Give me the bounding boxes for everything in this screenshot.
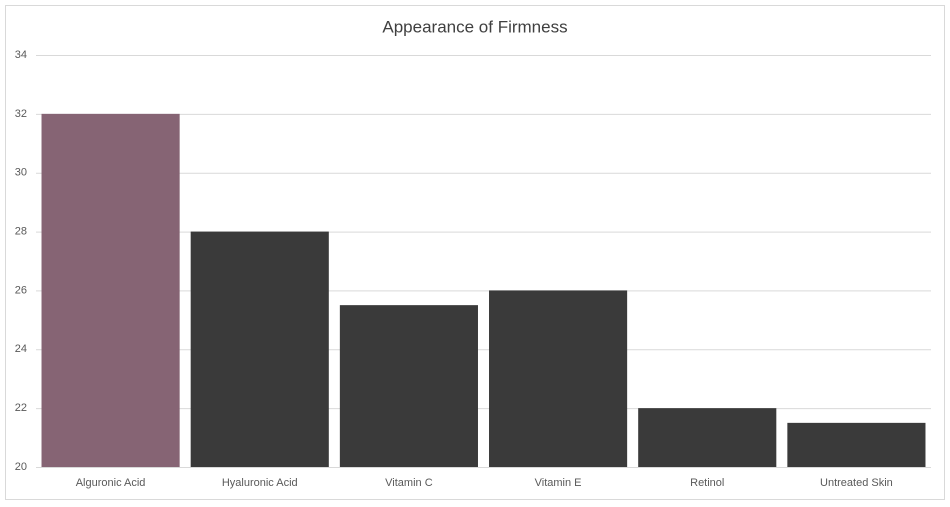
x-tick-label: Vitamin E: [535, 477, 582, 489]
y-tick-label: 34: [15, 49, 27, 61]
y-tick-label: 20: [15, 461, 27, 473]
bar: [41, 113, 180, 467]
x-tick-label: Untreated Skin: [820, 477, 893, 489]
bar: [489, 290, 628, 467]
bar: [638, 408, 777, 467]
y-tick-label: 30: [15, 167, 27, 179]
y-tick-label: 22: [15, 402, 27, 414]
chart-title: Appearance of Firmness: [382, 17, 567, 36]
bar: [190, 231, 329, 467]
y-tick-label: 32: [15, 108, 27, 120]
x-tick-label: Hyaluronic Acid: [222, 477, 298, 489]
x-tick-label: Retinol: [690, 477, 724, 489]
bar: [787, 422, 926, 467]
x-tick-label: Vitamin C: [385, 477, 433, 489]
x-tick-label: Alguronic Acid: [76, 477, 146, 489]
y-tick-label: 24: [15, 343, 27, 355]
y-tick-label: 26: [15, 284, 27, 296]
bar: [339, 305, 478, 467]
y-tick-label: 28: [15, 225, 27, 237]
